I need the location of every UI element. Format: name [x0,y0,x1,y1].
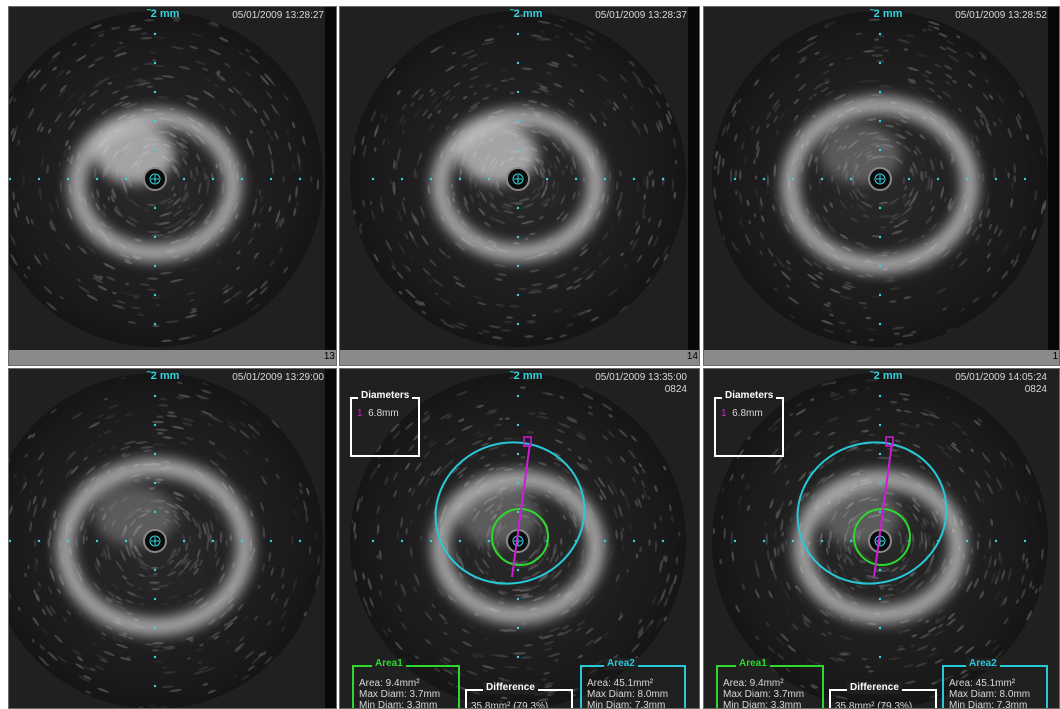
timestamp: 05/01/2009 14:05:24 0824 [955,372,1047,395]
ultrasound-image [704,7,1059,365]
timestamp: 05/01/2009 13:28:37 [595,10,687,21]
timestamp: 05/01/2009 13:28:27 [232,10,324,21]
frame-bar: 14 [340,350,699,365]
difference-title: Difference [847,682,902,694]
scrollbar[interactable] [688,7,699,352]
scale-label: ˜2 mm [510,370,543,382]
timestamp: 05/01/2009 13:35:00 0824 [595,372,687,395]
diameters-title: Diameters [722,390,777,402]
difference-box: Difference 35.8mm² (79.3%) [465,682,573,709]
frame-number: 1 [1052,351,1058,362]
frame-bar: 13 [9,350,336,365]
diameter-row: 1 6.8mm [721,408,763,419]
area2-min-diam: Min Diam: 7.3mm [587,700,666,709]
area1-min-diam: Min Diam: 3.3mm [723,700,802,709]
diameter-row: 1 6.8mm [357,408,399,419]
area2-title: Area2 [604,658,638,670]
ivus-panel-5[interactable]: ˜2 mm 05/01/2009 13:35:00 0824 Diameters … [339,368,700,709]
area2-max-diam: Max Diam: 8.0mm [587,689,669,700]
area2-box: Area2 Area: 45.1mm² Max Diam: 8.0mm Min … [580,658,686,709]
area1-max-diam: Max Diam: 3.7mm [723,689,805,700]
area2-max-diam: Max Diam: 8.0mm [949,689,1031,700]
area2-min-diam: Min Diam: 7.3mm [949,700,1028,709]
area2-area: Area: 45.1mm² [949,678,1016,689]
scale-label: ˜2 mm [147,8,180,20]
area1-title: Area1 [372,658,406,670]
area1-box: Area1 Area: 9.4mm² Max Diam: 3.7mm Min D… [716,658,824,709]
scale-label: ˜2 mm [147,370,180,382]
ivus-panel-2[interactable]: ˜2 mm 05/01/2009 13:28:37 14 [339,6,700,366]
timestamp: 05/01/2009 13:29:00 [232,372,324,383]
frame-number: 13 [323,351,335,362]
frame-number: 14 [686,351,698,362]
area2-title: Area2 [966,658,1000,670]
diameters-box: Diameters 1 6.8mm [350,390,420,457]
diameters-title: Diameters [358,390,413,402]
area2-area: Area: 45.1mm² [587,678,654,689]
difference-value: 35.8mm² (79.3%) [835,701,913,709]
scale-label: ˜2 mm [510,8,543,20]
difference-value: 35.8mm² (79.3%) [471,701,549,709]
area1-area: Area: 9.4mm² [723,678,784,689]
area1-max-diam: Max Diam: 3.7mm [359,689,441,700]
area1-min-diam: Min Diam: 3.3mm [359,700,438,709]
scale-label: ˜2 mm [870,370,903,382]
area1-box: Area1 Area: 9.4mm² Max Diam: 3.7mm Min D… [352,658,460,709]
difference-box: Difference 35.8mm² (79.3%) [829,682,937,709]
ivus-panel-6[interactable]: ˜2 mm 05/01/2009 14:05:24 0824 Diameters … [703,368,1060,709]
diameters-box: Diameters 1 6.8mm [714,390,784,457]
ultrasound-image [340,7,699,365]
area1-area: Area: 9.4mm² [359,678,420,689]
ultrasound-image [9,369,336,708]
ivus-panel-4[interactable]: ˜2 mm 05/01/2009 13:29:00 [8,368,337,709]
timestamp: 05/01/2009 13:28:52 [955,10,1047,21]
area1-title: Area1 [736,658,770,670]
difference-title: Difference [483,682,538,694]
ivus-panel-1[interactable]: ˜2 mm 05/01/2009 13:28:27 13 [8,6,337,366]
scrollbar[interactable] [325,7,336,352]
scrollbar[interactable] [1048,7,1059,352]
area2-box: Area2 Area: 45.1mm² Max Diam: 8.0mm Min … [942,658,1048,709]
frame-bar: 1 [704,350,1059,365]
ultrasound-image [340,369,699,708]
ivus-panel-3[interactable]: ˜2 mm 05/01/2009 13:28:52 1 [703,6,1060,366]
scrollbar[interactable] [325,369,336,708]
scale-label: ˜2 mm [870,8,903,20]
ultrasound-image [9,7,336,365]
ultrasound-image [704,369,1059,708]
